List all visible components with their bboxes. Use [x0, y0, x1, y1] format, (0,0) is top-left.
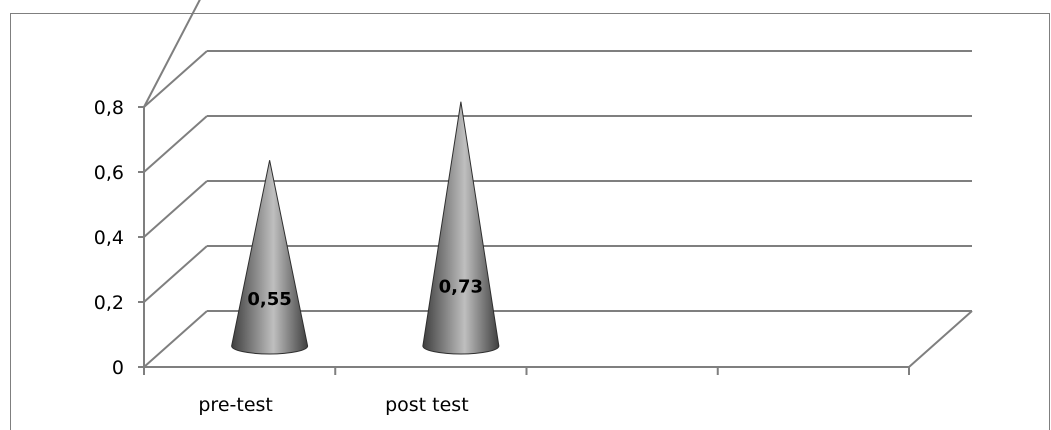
category-axis: [143, 107, 973, 375]
data-label: 0,73: [439, 276, 483, 297]
value-axis-tick-label: 0: [112, 357, 124, 379]
data-label: 0,55: [247, 289, 291, 310]
data-labels: 0,55 0,73: [247, 276, 483, 310]
data-series: [231, 101, 500, 355]
category-axis-label: post test: [385, 394, 469, 416]
side-wall-line: [143, 50, 208, 108]
side-wall-line: [143, 245, 208, 303]
cone-bar: [231, 160, 309, 355]
side-wall-line: [143, 180, 208, 238]
value-axis-tick-label: 0,2: [94, 292, 124, 314]
category-axis-label: pre-test: [198, 394, 273, 416]
chart-area: [10, 13, 1050, 430]
value-axis-tick-label: 0,8: [94, 97, 124, 119]
side-wall-line: [143, 115, 208, 173]
side-wall-line: [143, 0, 201, 108]
gridlines: [143, 0, 972, 368]
side-wall-line: [143, 310, 208, 368]
value-axis-tick-label: 0,4: [94, 227, 124, 249]
value-axis-tick-label: 0,6: [94, 162, 124, 184]
category-axis-labels: pre-test post test: [198, 394, 468, 416]
cone-bar: [422, 101, 500, 355]
value-axis-labels: 0 0,2 0,4 0,6 0,8: [94, 97, 144, 379]
floor-edge-line: [908, 310, 973, 368]
